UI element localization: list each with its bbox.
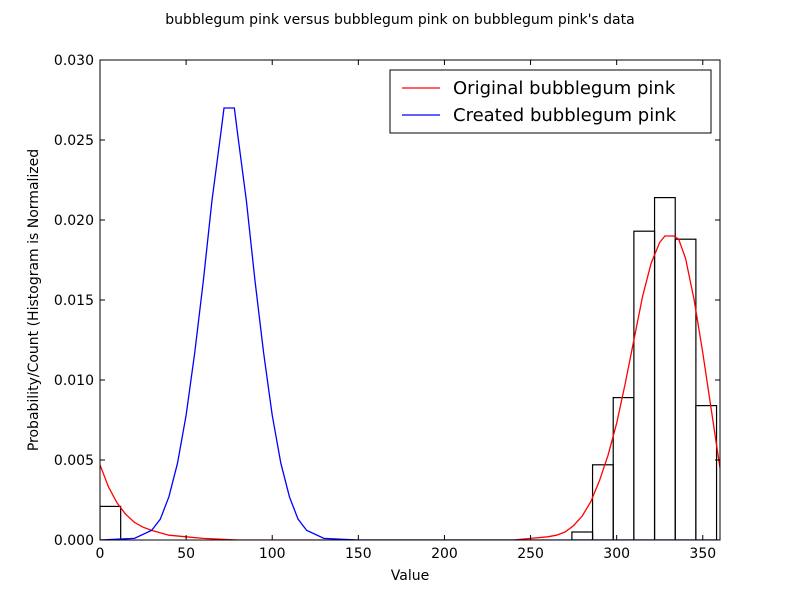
y-tick-label-0: 0.000 xyxy=(54,533,94,549)
x-tick-label-4: 200 xyxy=(431,546,458,562)
x-tick-label-2: 100 xyxy=(259,546,286,562)
y-tick-label-2: 0.010 xyxy=(54,373,94,389)
legend: Original bubblegum pink Created bubblegu… xyxy=(389,69,712,134)
x-tick-label-7: 350 xyxy=(689,546,716,562)
x-tick-label-0: 0 xyxy=(96,546,105,562)
legend-label-created: Created bubblegum pink xyxy=(453,105,677,126)
x-tick-label-6: 300 xyxy=(603,546,630,562)
y-tick-label-3: 0.015 xyxy=(54,293,94,309)
x-axis-label: Value xyxy=(391,568,429,584)
chart-title: bubblegum pink versus bubblegum pink on … xyxy=(165,12,634,28)
legend-label-original: Original bubblegum pink xyxy=(453,78,676,99)
legend-box xyxy=(389,69,712,134)
y-tick-label-1: 0.005 xyxy=(54,453,94,469)
y-tick-label-4: 0.020 xyxy=(54,213,94,229)
x-tick-label-1: 50 xyxy=(177,546,195,562)
x-tick-label-3: 150 xyxy=(345,546,372,562)
series-line-0 xyxy=(100,235,720,540)
y-axis-ticks: 0.000 0.005 0.010 0.015 0.020 0.025 0.030 xyxy=(54,53,720,549)
series-lines xyxy=(100,107,720,540)
y-axis-label: Probability/Count (Histogram is Normaliz… xyxy=(26,149,42,451)
y-tick-label-5: 0.025 xyxy=(54,133,94,149)
histogram-bar-7 xyxy=(695,405,718,540)
series-line-1 xyxy=(100,107,720,540)
y-tick-label-6: 0.030 xyxy=(54,53,94,69)
x-tick-label-5: 250 xyxy=(517,546,544,562)
x-axis-ticks: 0 50 100 150 200 250 300 350 xyxy=(96,60,716,562)
